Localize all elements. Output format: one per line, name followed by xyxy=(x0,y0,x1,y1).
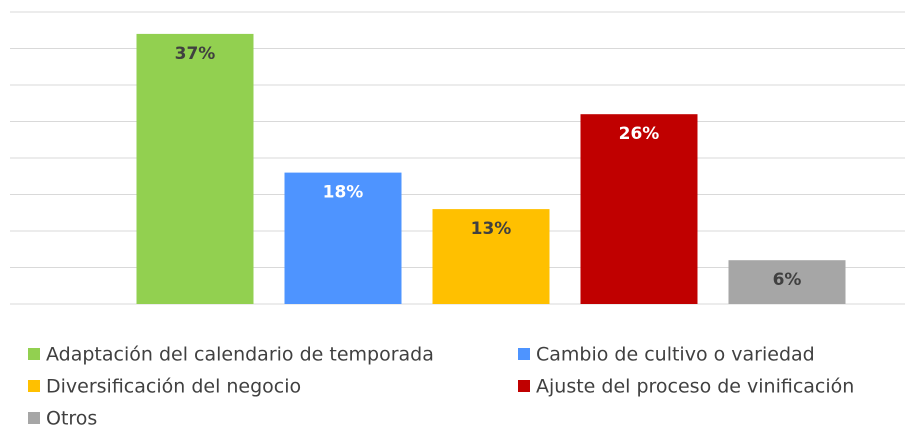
legend-label: Cambio de cultivo o variedad xyxy=(536,344,815,366)
bar xyxy=(432,209,550,304)
bar xyxy=(136,33,254,305)
legend-swatch xyxy=(518,380,530,392)
legend-label: Otros xyxy=(46,408,97,430)
bar xyxy=(728,260,846,304)
value-label: 13% xyxy=(471,219,512,239)
legend-swatch xyxy=(518,348,530,360)
legend-label: Diversificación del negocio xyxy=(46,376,301,398)
value-label: 26% xyxy=(619,124,660,144)
legend-swatch xyxy=(28,380,40,392)
value-label: 6% xyxy=(773,270,802,290)
bar xyxy=(580,114,698,304)
value-label: 37% xyxy=(175,44,216,64)
legend-label: Adaptación del calendario de temporada xyxy=(46,344,434,366)
legend-swatch xyxy=(28,412,40,424)
legend-swatch xyxy=(28,348,40,360)
bar xyxy=(284,172,402,304)
legend-label: Ajuste del proceso de vinificación xyxy=(536,376,854,398)
value-label: 18% xyxy=(323,183,364,203)
